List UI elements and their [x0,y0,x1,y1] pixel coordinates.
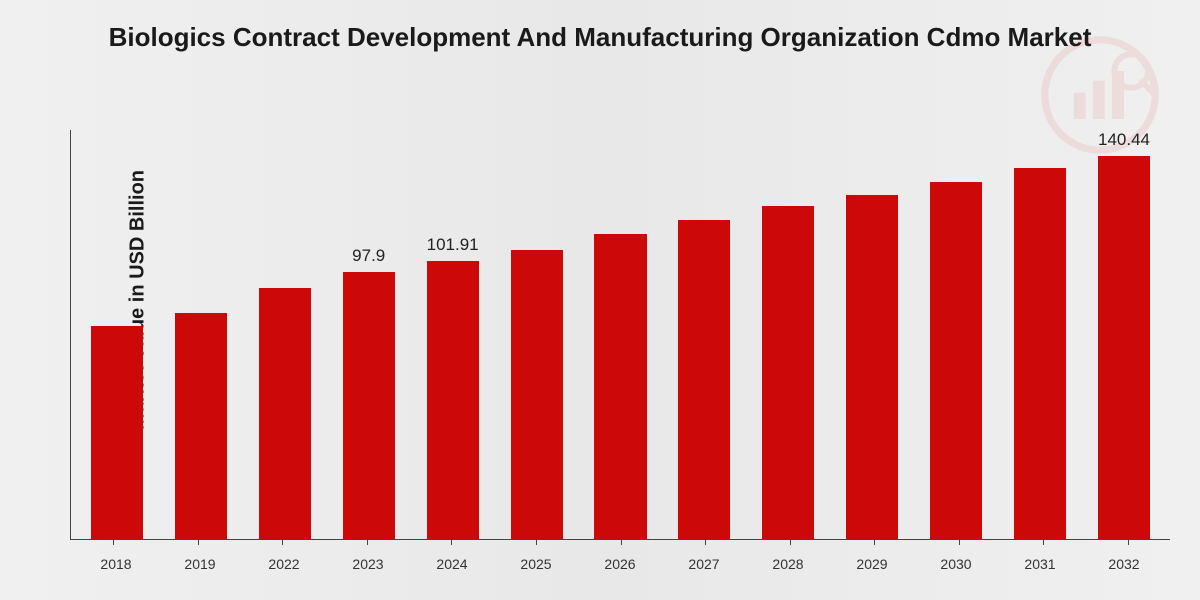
x-axis-tick [198,539,199,545]
bar-value-label: 97.9 [352,246,385,266]
x-axis-tick-label: 2024 [410,550,494,580]
x-axis-tick [451,539,452,545]
bar-value-label: 101.91 [427,235,479,255]
x-axis-labels: 2018201920222023202420252026202720282029… [70,550,1170,580]
x-axis-tick-label: 2026 [578,550,662,580]
bar-value-label: 140.44 [1098,130,1150,150]
bar [762,206,814,539]
x-axis-tick-label: 2022 [242,550,326,580]
bar [594,234,646,539]
bar-slot: 101.91 [411,130,495,539]
x-axis-tick [790,539,791,545]
bar-slot [243,130,327,539]
bar-slot: 97.9 [327,130,411,539]
x-axis-tick [705,539,706,545]
x-axis-tick-label: 2031 [998,550,1082,580]
bar [91,326,143,539]
x-axis-tick-label: 2027 [662,550,746,580]
bar [175,313,227,539]
bar [511,250,563,539]
x-axis-tick-label: 2023 [326,550,410,580]
bar-slot [998,130,1082,539]
x-axis-tick [959,539,960,545]
x-axis-tick [874,539,875,545]
x-axis-tick [113,539,114,545]
x-axis-tick [1128,539,1129,545]
bar-slot: 140.44 [1082,130,1166,539]
x-axis-tick [367,539,368,545]
bar-slot [830,130,914,539]
x-axis-tick-label: 2029 [830,550,914,580]
plot-area: 97.9 101.91 140.44 [70,130,1170,540]
chart-title: Biologics Contract Development And Manuf… [0,22,1200,53]
bar [930,182,982,539]
x-axis-tick [621,539,622,545]
bar [846,195,898,539]
x-axis-tick-label: 2018 [74,550,158,580]
bar-slot [662,130,746,539]
x-axis-tick [282,539,283,545]
bar-slot [75,130,159,539]
bar-slot [579,130,663,539]
bar: 140.44 [1098,156,1150,539]
bar-slot [159,130,243,539]
x-axis-tick [1043,539,1044,545]
bar: 101.91 [427,261,479,539]
bar [678,220,730,539]
bars-container: 97.9 101.91 140.44 [71,130,1170,539]
bar: 97.9 [343,272,395,539]
bar-slot [495,130,579,539]
bar-slot [746,130,830,539]
x-axis-tick-label: 2032 [1082,550,1166,580]
x-axis-tick-label: 2030 [914,550,998,580]
bar [1014,168,1066,539]
x-axis-tick-label: 2028 [746,550,830,580]
bar [259,288,311,539]
x-axis-tick-label: 2025 [494,550,578,580]
x-axis-tick [536,539,537,545]
bar-slot [914,130,998,539]
x-axis-tick-label: 2019 [158,550,242,580]
